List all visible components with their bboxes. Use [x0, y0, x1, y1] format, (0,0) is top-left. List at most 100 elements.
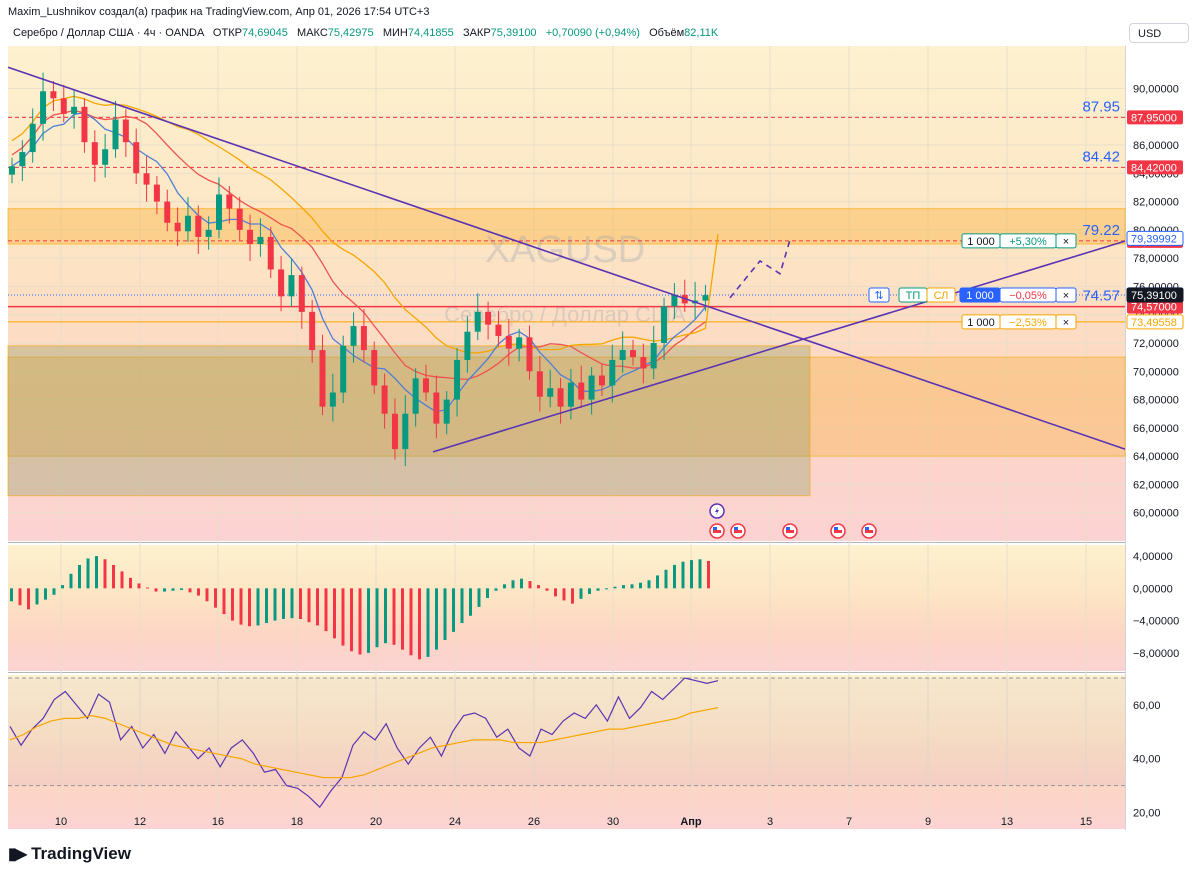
candle-body[interactable]	[350, 326, 357, 346]
oscillator-bar[interactable]	[511, 580, 515, 589]
candle-body[interactable]	[495, 324, 502, 336]
oscillator-bar[interactable]	[341, 588, 345, 646]
oscillator-bar[interactable]	[520, 578, 523, 589]
tradingview-branding[interactable]: ▮▶ TradingView	[8, 844, 131, 864]
sl-button[interactable]	[926, 287, 956, 303]
oscillator-bar[interactable]	[460, 588, 464, 624]
candle-body[interactable]	[619, 350, 626, 360]
candle-body[interactable]	[661, 306, 668, 343]
candle-body[interactable]	[278, 269, 285, 297]
oscillator-bar[interactable]	[265, 588, 268, 624]
candle-body[interactable]	[40, 91, 47, 124]
rsi-signal-line[interactable]	[9, 707, 719, 779]
oscillator-bar[interactable]	[69, 573, 73, 589]
oscillator-bar[interactable]	[545, 588, 549, 591]
oscillator-bar[interactable]	[477, 588, 481, 607]
oscillator-bar[interactable]	[180, 588, 183, 590]
candle-body[interactable]	[402, 413, 409, 450]
candle-body[interactable]	[557, 388, 564, 407]
candle-body[interactable]	[71, 106, 78, 114]
candle-body[interactable]	[391, 413, 398, 450]
candle-body[interactable]	[360, 326, 367, 351]
oscillator-bar[interactable]	[256, 588, 260, 626]
oscillator-bar[interactable]	[154, 588, 158, 592]
oscillator-bar[interactable]	[137, 583, 141, 589]
candle-body[interactable]	[112, 119, 119, 150]
candle-body[interactable]	[19, 152, 26, 167]
oscillator-bar[interactable]	[163, 588, 166, 592]
oscillator-bar[interactable]	[52, 588, 56, 595]
descending-trendline[interactable]	[7, 66, 1126, 450]
candle-body[interactable]	[640, 357, 647, 369]
oscillator-bar[interactable]	[197, 588, 200, 596]
oscillator-bar[interactable]	[324, 588, 328, 632]
oscillator-bar[interactable]	[647, 580, 651, 589]
oscillator-bar[interactable]	[588, 588, 591, 594]
close-icon[interactable]	[1055, 287, 1077, 303]
candle-body[interactable]	[195, 215, 202, 237]
oscillator-bar[interactable]	[316, 588, 319, 626]
rsi-line[interactable]	[9, 677, 719, 809]
oscillator-bar[interactable]	[409, 588, 413, 656]
oscillator-bar[interactable]	[103, 559, 107, 589]
oscillator-bar[interactable]	[562, 588, 566, 601]
candle-body[interactable]	[412, 378, 419, 414]
candle-body[interactable]	[143, 173, 150, 185]
oscillator-bar[interactable]	[86, 558, 90, 589]
symbol-name[interactable]: Серебро / Доллар США · 4ч · OANDA	[13, 27, 204, 39]
candle-body[interactable]	[423, 378, 429, 393]
close-icon[interactable]	[1055, 233, 1077, 249]
oscillator-bar[interactable]	[273, 588, 277, 621]
oscillator-bar[interactable]	[350, 588, 353, 652]
candle-body[interactable]	[102, 149, 109, 165]
oscillator-bar[interactable]	[579, 588, 583, 599]
oscillator-bar[interactable]	[401, 588, 404, 650]
oscillator-bar[interactable]	[630, 584, 634, 589]
candle-body[interactable]	[164, 201, 171, 223]
oscillator-bar[interactable]	[35, 588, 39, 605]
oscillator-bar[interactable]	[426, 588, 430, 657]
oscillator-bar[interactable]	[10, 588, 13, 602]
projection-path[interactable]	[729, 239, 791, 299]
oscillator-bar[interactable]	[375, 588, 379, 648]
chart-canvas[interactable]: XAGUSD Серебро / Доллар США 87.9584.4279…	[0, 0, 1200, 840]
oscillator-bar[interactable]	[690, 560, 693, 589]
oscillator-bar[interactable]	[613, 586, 617, 589]
oscillator-bar[interactable]	[188, 588, 192, 593]
candle-body[interactable]	[267, 236, 274, 270]
candle-body[interactable]	[247, 229, 254, 244]
candle-body[interactable]	[671, 294, 678, 307]
candle-body[interactable]	[29, 123, 36, 153]
candle-body[interactable]	[133, 142, 140, 174]
candle-body[interactable]	[433, 392, 440, 424]
oscillator-bar[interactable]	[299, 588, 302, 619]
oscillator-bar[interactable]	[214, 588, 217, 608]
candle-body[interactable]	[702, 295, 709, 301]
candle-body[interactable]	[381, 385, 388, 414]
oscillator-bar[interactable]	[452, 588, 455, 632]
oscillator-bar[interactable]	[367, 588, 370, 653]
oscillator-bar[interactable]	[469, 588, 472, 616]
oscillator-bar[interactable]	[333, 588, 336, 639]
candle-body[interactable]	[50, 91, 57, 99]
oscillator-bar[interactable]	[418, 588, 421, 660]
oscillator-bar[interactable]	[248, 588, 251, 627]
candle-body[interactable]	[516, 337, 523, 349]
oscillator-bar[interactable]	[681, 561, 685, 589]
oscillator-bar[interactable]	[95, 556, 98, 589]
oscillator-bar[interactable]	[707, 560, 710, 589]
candle-body[interactable]	[184, 215, 191, 232]
oscillator-bar[interactable]	[231, 588, 234, 621]
oscillator-bar[interactable]	[18, 588, 22, 606]
oscillator-bar[interactable]	[656, 575, 659, 589]
candle-body[interactable]	[60, 98, 67, 114]
oscillator-bar[interactable]	[639, 582, 642, 589]
candle-body[interactable]	[329, 392, 336, 407]
candle-body[interactable]	[216, 194, 222, 230]
reverse-icon[interactable]	[868, 287, 890, 303]
candle-body[interactable]	[298, 275, 305, 312]
ascending-trendline[interactable]	[432, 240, 1126, 453]
oscillator-bar[interactable]	[171, 588, 175, 591]
oscillator-bar[interactable]	[605, 588, 608, 590]
candle-body[interactable]	[567, 382, 574, 407]
